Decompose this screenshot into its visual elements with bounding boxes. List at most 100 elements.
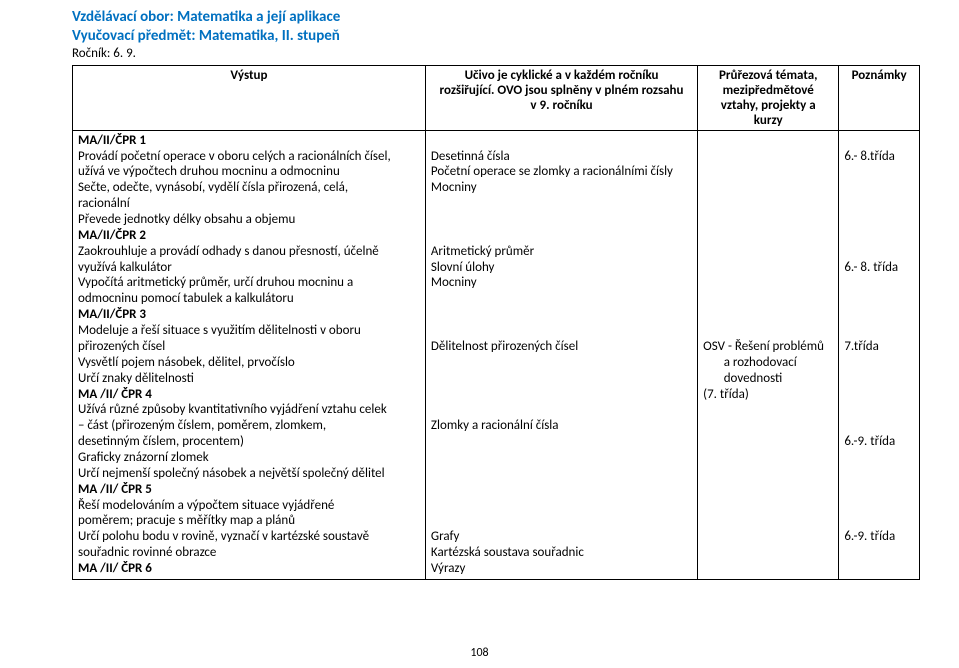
ucivo-header-line: v 9. ročníku xyxy=(431,98,692,113)
text-line xyxy=(844,371,914,387)
text-line: souřadnic rovinné obrazce xyxy=(78,545,420,561)
text-line xyxy=(844,291,914,307)
prurez-header-line: mezipředmětové xyxy=(703,83,833,98)
text-line: Mocniny xyxy=(431,180,692,196)
text-line: Desetinná čísla xyxy=(431,149,692,165)
text-line xyxy=(703,418,833,434)
text-line: užívá ve výpočtech druhou mocninu a odmo… xyxy=(78,164,420,180)
text-line: Kartézská soustava souřadnic xyxy=(431,545,692,561)
text-line xyxy=(844,133,914,149)
text-line: 7.třída xyxy=(844,339,914,355)
text-line: Slovní úlohy xyxy=(431,260,692,276)
text-line xyxy=(844,513,914,529)
col-header-ucivo: Učivo je cyklické a v každém ročníku roz… xyxy=(425,65,697,130)
text-line: a rozhodovací xyxy=(703,355,833,371)
table-body-row: MA/II/ČPR 1Provádí početní operace v obo… xyxy=(73,130,920,579)
text-line xyxy=(844,402,914,418)
page-number: 108 xyxy=(0,646,959,660)
text-line xyxy=(703,133,833,149)
text-line xyxy=(431,196,692,212)
text-line: Určí polohu bodu v rovině, vyznačí v kar… xyxy=(78,529,420,545)
text-line xyxy=(431,323,692,339)
text-line xyxy=(703,482,833,498)
text-line: Řeší modelováním a výpočtem situace vyjá… xyxy=(78,498,420,514)
text-line xyxy=(431,387,692,403)
text-line: OSV - Řešení problémů xyxy=(703,339,833,355)
text-line: Sečte, odečte, vynásobí, vydělí čísla př… xyxy=(78,180,420,196)
text-line xyxy=(703,244,833,260)
header-subject-area: Vzdělávací obor: Matematika a její aplik… xyxy=(72,8,919,27)
text-line xyxy=(844,466,914,482)
text-line xyxy=(703,228,833,244)
text-line: MA /II/ ČPR 4 xyxy=(78,387,420,403)
text-line xyxy=(431,402,692,418)
text-line: Vysvětlí pojem násobek, dělitel, prvočís… xyxy=(78,355,420,371)
text-line xyxy=(431,133,692,149)
text-line: 6.- 8.třída xyxy=(844,149,914,165)
text-line xyxy=(431,482,692,498)
text-line: racionální xyxy=(78,196,420,212)
text-line xyxy=(844,307,914,323)
col-header-poznamky: Poznámky xyxy=(839,65,920,130)
text-line xyxy=(844,244,914,260)
cell-vystup: MA/II/ČPR 1Provádí početní operace v obo… xyxy=(73,130,426,579)
text-line: (7. třída) xyxy=(703,387,833,403)
text-line xyxy=(431,434,692,450)
col-header-vystup: Výstup xyxy=(73,65,426,130)
text-line xyxy=(844,355,914,371)
text-line xyxy=(703,275,833,291)
text-line xyxy=(431,498,692,514)
header-subject: Vyučovací předmět: Matematika, II. stupe… xyxy=(72,27,919,46)
text-line xyxy=(703,323,833,339)
text-line xyxy=(844,196,914,212)
text-line: Zaokrouhluje a provádí odhady s danou př… xyxy=(78,244,420,260)
col-header-prurez: Průřezová témata, mezipředmětové vztahy,… xyxy=(698,65,839,130)
text-line: Provádí početní operace v oboru celých a… xyxy=(78,149,420,165)
text-line: 6.- 8. třída xyxy=(844,260,914,276)
header-grade: Ročník: 6. 9. xyxy=(72,46,919,62)
text-line xyxy=(431,291,692,307)
text-line: Převede jednotky délky obsahu a objemu xyxy=(78,212,420,228)
text-line: poměrem; pracuje s měřítky map a plánů xyxy=(78,513,420,529)
text-line: Vypočítá aritmetický průměr, určí druhou… xyxy=(78,275,420,291)
text-line: Početní operace se zlomky a racionálními… xyxy=(431,164,692,180)
text-line xyxy=(703,196,833,212)
text-line: Aritmetický průměr xyxy=(431,244,692,260)
text-line: MA/II/ČPR 2 xyxy=(78,228,420,244)
text-line: dovednosti xyxy=(703,371,833,387)
text-line: Výrazy xyxy=(431,561,692,577)
cell-poznamky: 6.- 8.třída 6.- 8. třída 7.třída 6.-9. t… xyxy=(839,130,920,579)
ucivo-header-line: Učivo je cyklické a v každém ročníku xyxy=(431,68,692,83)
text-line xyxy=(703,498,833,514)
text-line: Modeluje a řeší situace s využitím dělit… xyxy=(78,323,420,339)
text-line xyxy=(844,212,914,228)
text-line xyxy=(431,212,692,228)
text-line xyxy=(431,307,692,323)
text-line: využívá kalkulátor xyxy=(78,260,420,276)
text-line xyxy=(844,561,914,577)
text-line: – část (přirozeným číslem, poměrem, zlom… xyxy=(78,418,420,434)
text-line: 6.-9. třída xyxy=(844,434,914,450)
text-line: MA/II/ČPR 3 xyxy=(78,307,420,323)
ucivo-header-line: rozšiřující. OVO jsou splněny v plném ro… xyxy=(431,83,692,98)
text-line xyxy=(844,180,914,196)
text-line xyxy=(844,387,914,403)
text-line: 6.-9. třída xyxy=(844,529,914,545)
text-line: Grafy xyxy=(431,529,692,545)
text-line xyxy=(703,545,833,561)
cell-ucivo: Desetinná číslaPočetní operace se zlomky… xyxy=(425,130,697,579)
text-line xyxy=(844,482,914,498)
text-line: Určí nejmenší společný násobek a největš… xyxy=(78,466,420,482)
text-line xyxy=(844,545,914,561)
text-line xyxy=(431,450,692,466)
table-header-row: Výstup Učivo je cyklické a v každém ročn… xyxy=(73,65,920,130)
text-line xyxy=(844,228,914,244)
text-line: Určí znaky dělitelnosti xyxy=(78,371,420,387)
text-line xyxy=(703,149,833,165)
text-line: Užívá různé způsoby kvantitativního vyjá… xyxy=(78,402,420,418)
text-line xyxy=(703,450,833,466)
text-line xyxy=(703,466,833,482)
text-line xyxy=(431,466,692,482)
text-line: Graficky znázorní zlomek xyxy=(78,450,420,466)
text-line xyxy=(703,513,833,529)
